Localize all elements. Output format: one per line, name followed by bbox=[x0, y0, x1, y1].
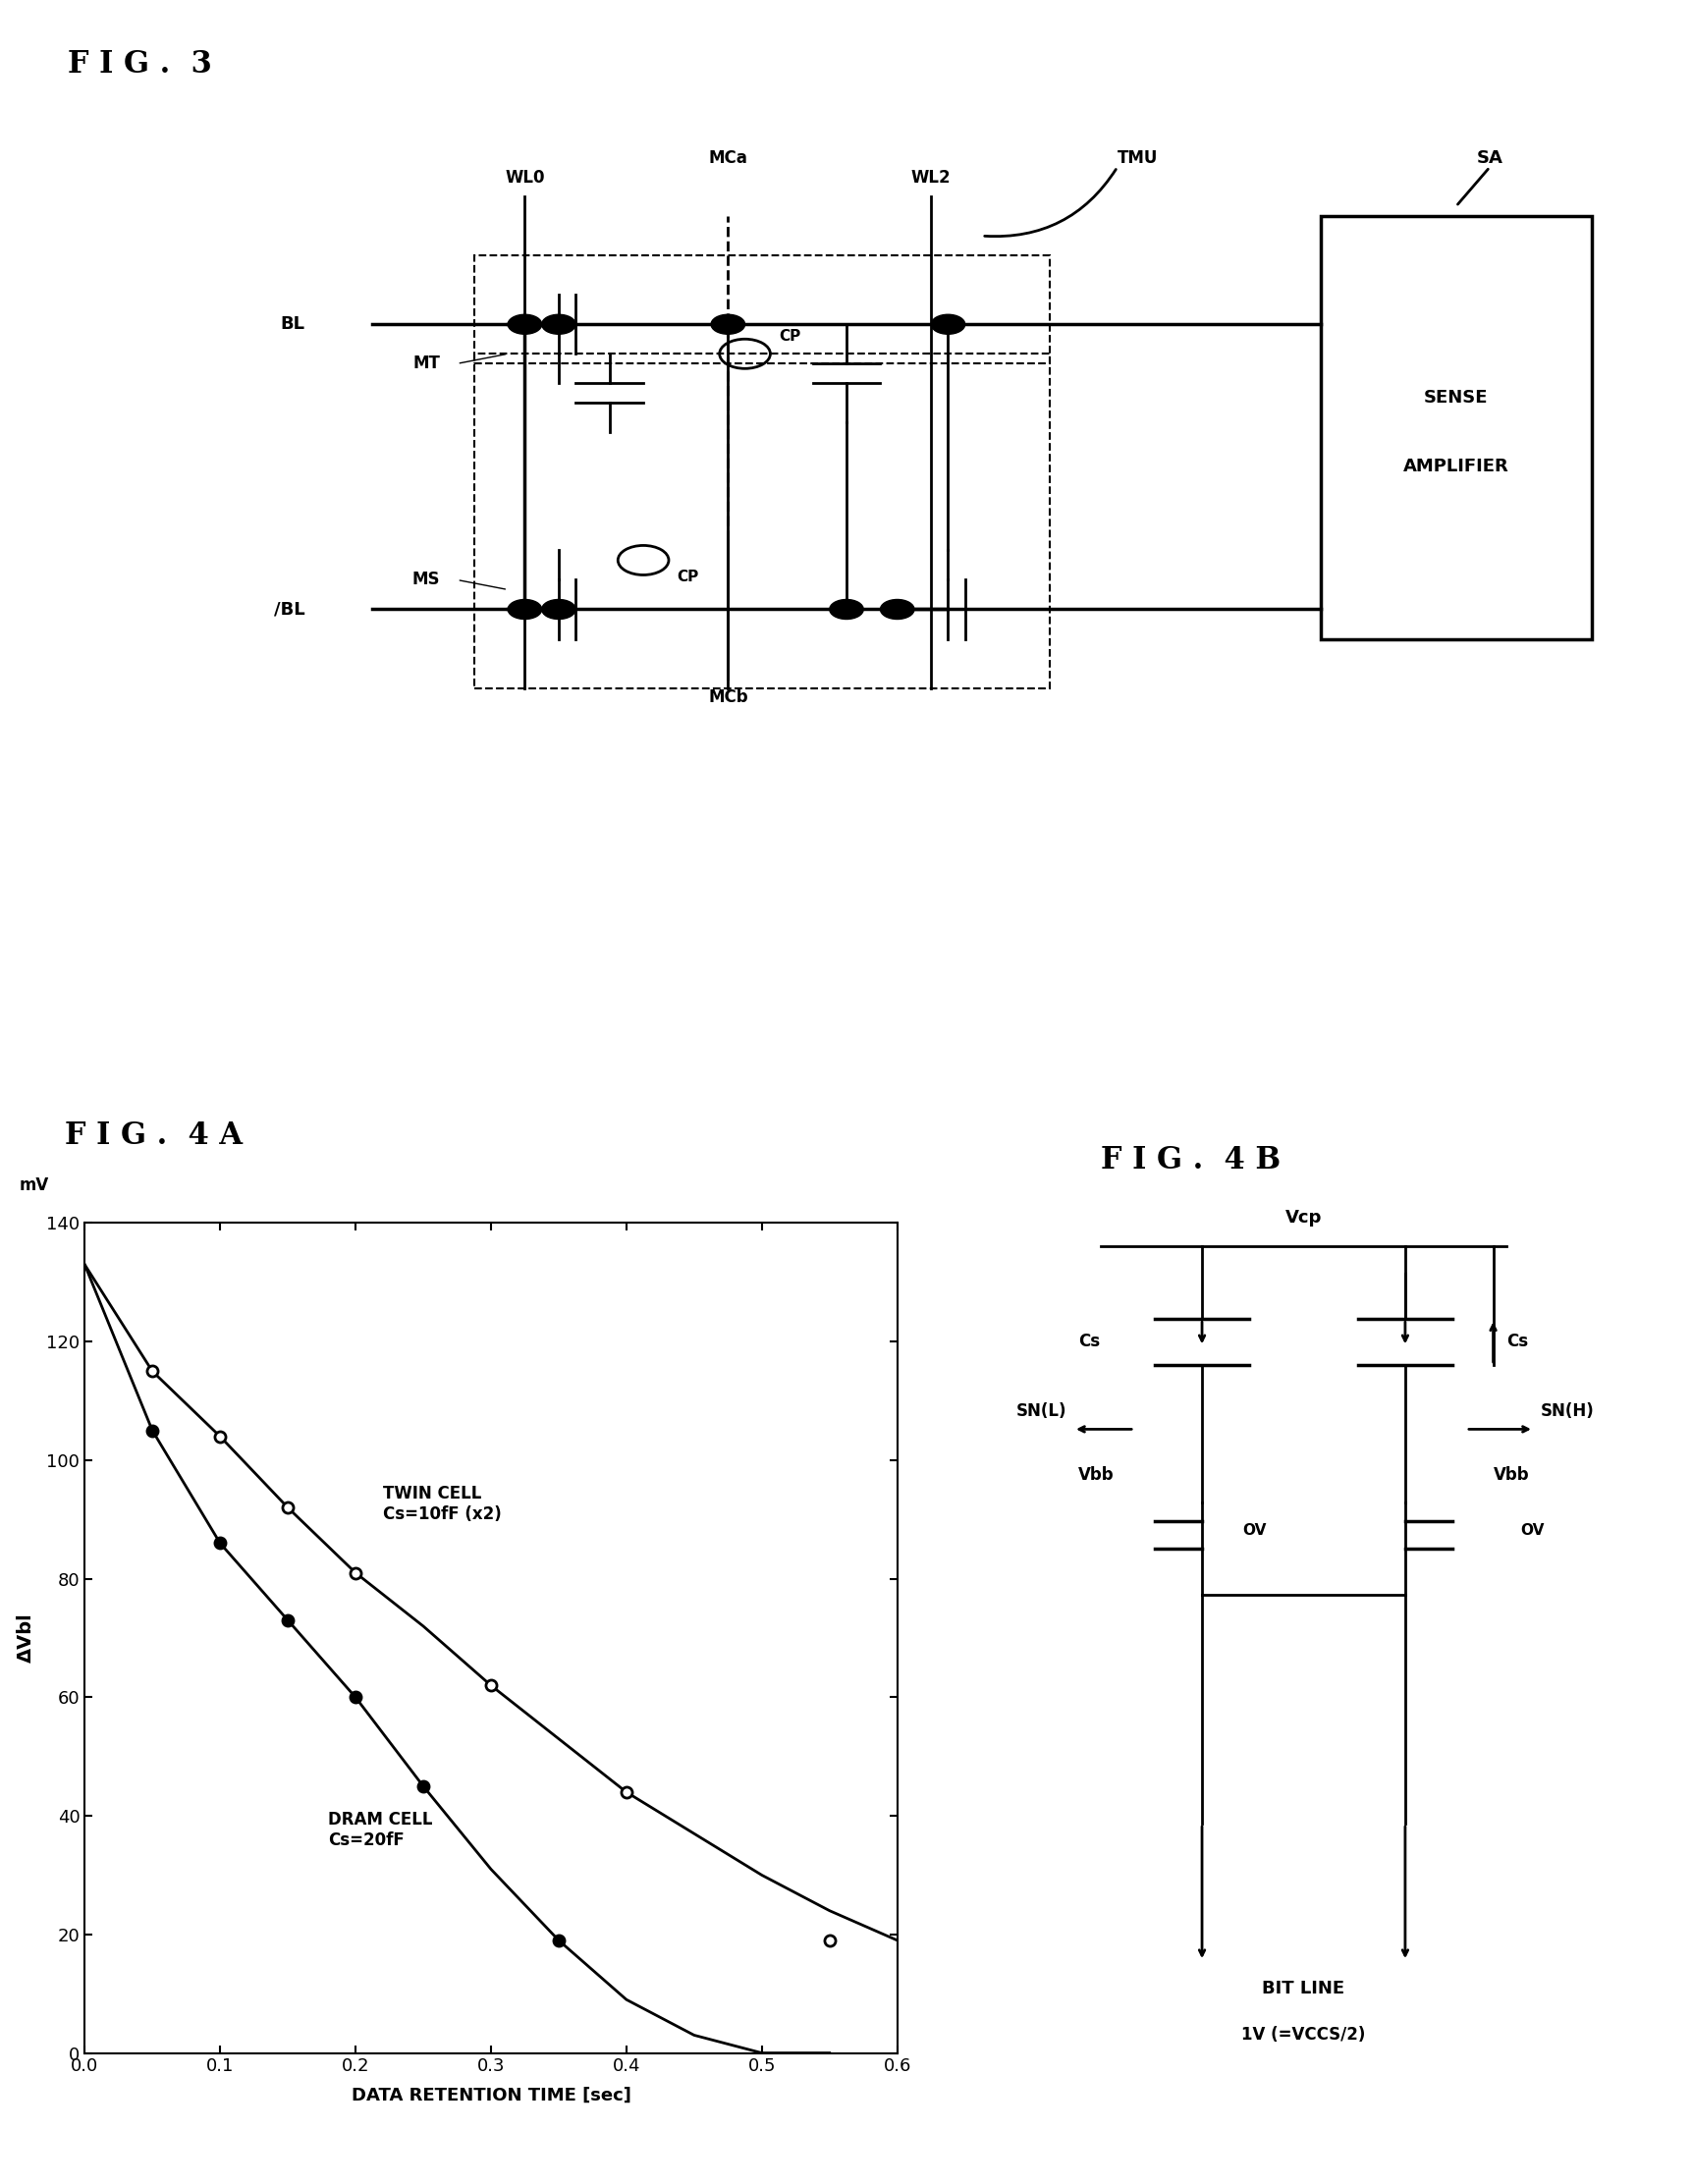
Text: OV: OV bbox=[1242, 1522, 1266, 1538]
Text: TWIN CELL
Cs=10fF (x2): TWIN CELL Cs=10fF (x2) bbox=[382, 1485, 501, 1524]
Circle shape bbox=[541, 314, 575, 334]
Text: Vbb: Vbb bbox=[1078, 1465, 1113, 1483]
Text: Vbb: Vbb bbox=[1492, 1465, 1528, 1483]
X-axis label: DATA RETENTION TIME [sec]: DATA RETENTION TIME [sec] bbox=[350, 2086, 631, 2103]
Text: CP: CP bbox=[778, 330, 800, 343]
Text: F I G .  3: F I G . 3 bbox=[68, 48, 212, 79]
Text: BL: BL bbox=[279, 314, 305, 334]
Text: OV: OV bbox=[1519, 1522, 1543, 1538]
Bar bbox=[474, 256, 1049, 363]
Bar bbox=[1320, 216, 1590, 638]
Text: AMPLIFIER: AMPLIFIER bbox=[1403, 459, 1508, 476]
Text: MCb: MCb bbox=[707, 688, 748, 705]
Text: WL2: WL2 bbox=[910, 168, 951, 188]
Text: DRAM CELL
Cs=20fF: DRAM CELL Cs=20fF bbox=[328, 1811, 433, 1850]
Text: mV: mV bbox=[20, 1177, 49, 1195]
Text: SN(L): SN(L) bbox=[1015, 1402, 1066, 1420]
Text: BIT LINE: BIT LINE bbox=[1262, 1979, 1343, 1996]
Circle shape bbox=[711, 314, 744, 334]
Text: SA: SA bbox=[1475, 149, 1502, 166]
Text: Cs: Cs bbox=[1078, 1332, 1100, 1350]
Text: /BL: /BL bbox=[274, 601, 305, 618]
Circle shape bbox=[931, 314, 964, 334]
Text: Vcp: Vcp bbox=[1284, 1210, 1321, 1227]
Text: TMU: TMU bbox=[1117, 149, 1157, 166]
Text: Cs: Cs bbox=[1506, 1332, 1528, 1350]
Circle shape bbox=[829, 598, 863, 620]
Text: SENSE: SENSE bbox=[1423, 389, 1487, 406]
Text: F I G .  4 A: F I G . 4 A bbox=[64, 1120, 242, 1151]
Text: CP: CP bbox=[677, 570, 699, 585]
Text: MS: MS bbox=[411, 570, 440, 590]
Circle shape bbox=[508, 314, 541, 334]
Text: 1V (=VCCS/2): 1V (=VCCS/2) bbox=[1240, 2025, 1365, 2042]
Circle shape bbox=[541, 598, 575, 620]
Circle shape bbox=[880, 598, 914, 620]
Bar bbox=[474, 354, 1049, 688]
Text: MCa: MCa bbox=[707, 149, 748, 166]
Circle shape bbox=[508, 598, 541, 620]
Text: F I G .  4 B: F I G . 4 B bbox=[1100, 1144, 1279, 1175]
Text: WL0: WL0 bbox=[504, 168, 545, 188]
Text: SN(H): SN(H) bbox=[1540, 1402, 1594, 1420]
Y-axis label: ΔVbl: ΔVbl bbox=[17, 1614, 36, 1662]
Text: MT: MT bbox=[413, 354, 440, 373]
